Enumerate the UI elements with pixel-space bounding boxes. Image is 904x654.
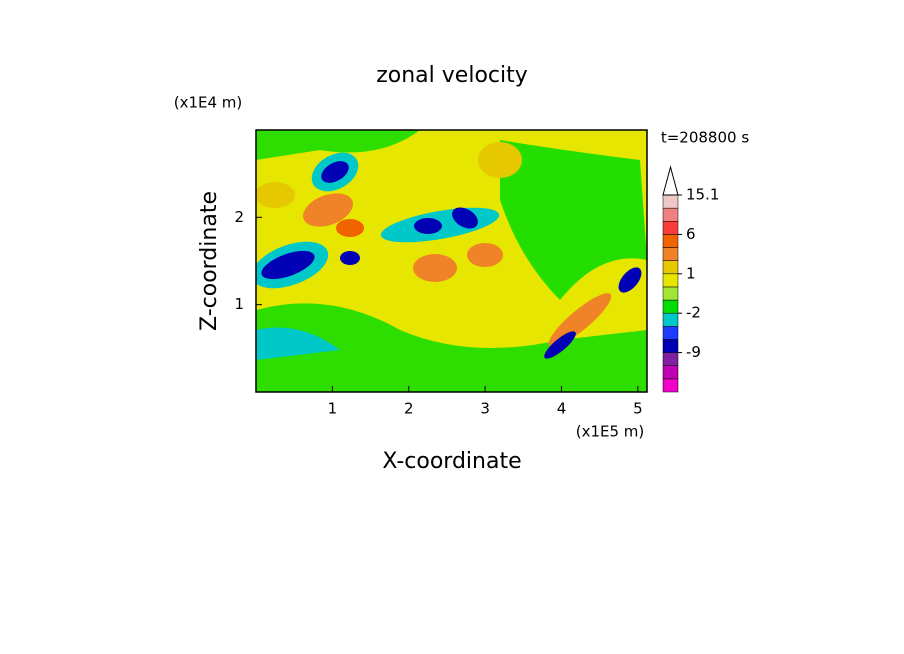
colorbar-swatch	[662, 260, 679, 275]
colorbar-swatch	[662, 365, 679, 380]
colorbar-swatch	[662, 286, 679, 301]
colorbar-label: -9	[686, 343, 701, 361]
time-annotation: t=208800 s	[661, 129, 749, 147]
colorbar-swatch	[662, 378, 679, 393]
colorbar-swatch	[662, 312, 679, 327]
colorbar-swatch	[662, 352, 679, 366]
colorbar-swatch	[662, 273, 679, 288]
y-tick-label: 2	[234, 208, 244, 226]
colorbar-label: 6	[686, 225, 696, 243]
colorbar-label: 1	[686, 264, 696, 282]
x-tick-label: 1	[328, 400, 338, 418]
colorbar-swatch	[662, 207, 679, 222]
colorbar-swatch	[662, 234, 679, 248]
chart-title: zonal velocity	[376, 63, 528, 88]
colorbar-label: -2	[686, 304, 701, 322]
y-axis-label: Z-coordinate	[197, 191, 222, 331]
x-tick-label: 2	[404, 400, 414, 418]
x-tick-label: 3	[480, 400, 490, 418]
x-tick-label: 5	[633, 400, 643, 418]
plot-frame	[255, 129, 648, 393]
colorbar-swatch	[662, 339, 679, 353]
y-tick-label: 1	[234, 295, 244, 313]
colorbar-arrow	[662, 165, 679, 196]
colorbar-swatch	[662, 299, 679, 314]
colorbar-swatch	[662, 221, 679, 235]
x-tick-label: 4	[557, 400, 567, 418]
x-axis-label: X-coordinate	[382, 449, 521, 474]
colorbar-swatch	[662, 247, 679, 261]
colorbar-label: 15.1	[686, 186, 719, 204]
contour-field	[256, 130, 647, 392]
y-unit: (x1E4 m)	[174, 94, 243, 112]
colorbar-swatch	[662, 326, 679, 340]
x-unit: (x1E5 m)	[576, 423, 645, 441]
colorbar-swatch	[662, 194, 679, 209]
